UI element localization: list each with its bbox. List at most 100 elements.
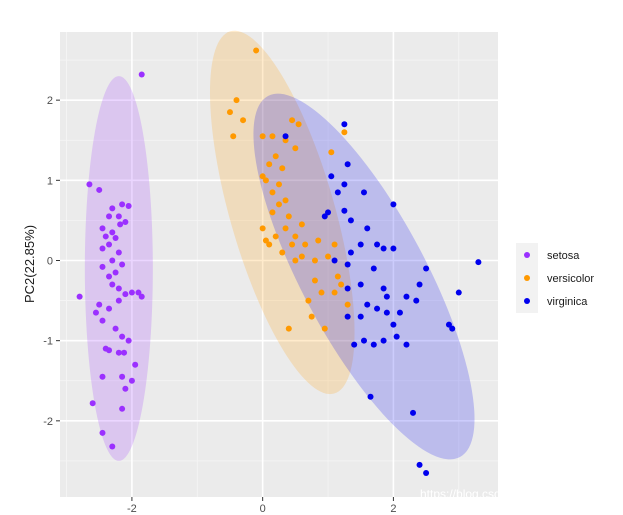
x-tick-label: 0 [260,503,266,515]
setosa-point [115,297,122,304]
x-tick-label: -2 [127,503,137,515]
virginica-point [403,341,410,348]
virginica-point [475,259,482,266]
setosa-point [132,361,139,368]
virginica-point [321,213,328,220]
versicolor-point [240,117,247,124]
setosa-point [119,261,126,268]
setosa-point [106,273,113,280]
virginica-point [331,257,338,264]
setosa-point [106,241,113,248]
setosa-point [119,201,126,208]
setosa-point [115,349,122,356]
virginica-point [393,333,400,340]
versicolor-point [230,133,237,140]
versicolor-ellipse [209,30,355,395]
setosa-point [99,245,106,252]
setosa-point [99,373,106,380]
data-points [76,47,482,476]
versicolor-point [315,237,322,244]
versicolor-point [338,281,345,288]
versicolor-point [325,253,332,260]
virginica-point [445,321,452,328]
setosa-point [128,377,135,384]
y-tick-label: -2 [43,416,53,428]
versicolor-point [262,237,269,244]
versicolor-point [328,149,335,156]
versicolor-point [321,325,328,332]
versicolor-point [285,213,292,220]
setosa-point [109,281,116,288]
virginica-point [344,285,351,292]
setosa-point [125,202,132,209]
setosa-point [128,289,135,296]
virginica-point [364,225,371,232]
virginica-point [449,325,456,332]
setosa-point [89,400,96,407]
virginica-point [344,313,351,320]
versicolor-point [269,209,276,216]
virginica-point [351,341,358,348]
versicolor-point [298,253,305,260]
versicolor-point [272,233,279,240]
setosa-point [96,301,103,308]
virginica-ellipse [253,93,475,460]
virginica-point [344,261,351,268]
versicolor-point [289,117,296,124]
virginica-point [416,281,423,288]
virginica-point [390,245,397,252]
versicolor-point [331,241,338,248]
versicolor-point [344,301,351,308]
setosa-point [99,263,106,270]
virginica-point [455,289,462,296]
virginica-point [325,209,332,216]
setosa-point [102,233,109,240]
virginica-point [383,309,390,316]
virginica-point [380,337,387,344]
setosa-point [112,235,119,242]
setosa-point [138,293,145,300]
setosa-point [115,213,122,220]
virginica-point [380,285,387,292]
virginica-point [403,293,410,300]
virginica-point [367,393,374,400]
versicolor-point [226,109,233,116]
legend-key-virginica [524,298,530,304]
versicolor-point [276,181,282,188]
legend-label-versicolor: versicolor [547,273,594,285]
virginica-point [328,173,335,180]
virginica-point [396,309,403,316]
setosa-point [109,257,116,264]
setosa-point [119,333,126,340]
setosa-point [115,285,122,292]
setosa-point [122,291,129,298]
virginica-point [357,281,364,288]
virginica-point [347,249,354,256]
y-tick-label: 2 [47,95,53,107]
versicolor-point [334,273,341,280]
versicolor-point [269,189,276,196]
virginica-point [341,181,348,188]
setosa-point [112,269,119,276]
virginica-point [390,201,397,208]
virginica-point [423,469,430,476]
virginica-point [282,133,289,140]
versicolor-point [341,129,348,136]
versicolor-point [262,177,269,184]
virginica-point [334,189,341,196]
versicolor-point [298,221,305,228]
versicolor-point [308,313,315,320]
virginica-point [344,161,351,168]
versicolor-point [311,277,318,284]
y-tick-label: -1 [43,336,53,348]
setosa-point [121,349,128,356]
versicolor-point [285,325,292,332]
setosa-point [119,373,126,380]
virginica-point [380,245,387,252]
virginica-point [347,217,354,224]
watermark: https://blog.csdn.net/xj4math [420,487,573,501]
versicolor-point [302,241,309,248]
x-tick-label: 2 [390,503,396,515]
versicolor-point [282,197,289,204]
